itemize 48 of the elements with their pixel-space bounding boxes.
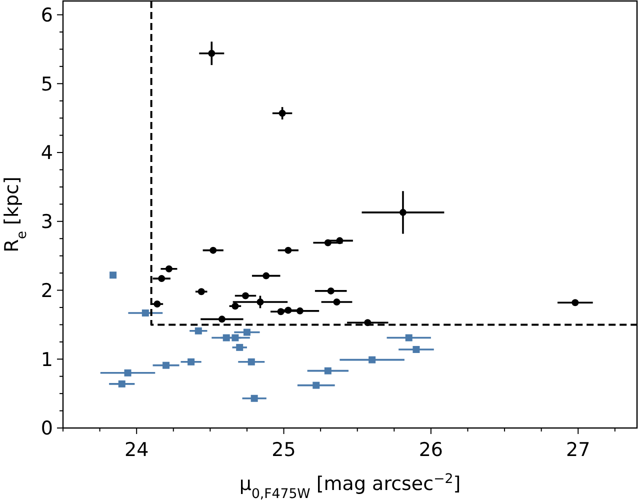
point xyxy=(110,272,117,279)
y-tick-label: 0 xyxy=(40,418,53,440)
y-tick-label: 4 xyxy=(40,142,53,164)
point xyxy=(208,50,216,57)
point xyxy=(232,334,239,342)
point xyxy=(242,292,250,300)
point xyxy=(198,288,205,296)
point xyxy=(188,358,195,366)
point xyxy=(312,382,320,389)
point xyxy=(262,272,270,280)
point xyxy=(368,356,376,364)
x-tick-label: 24 xyxy=(124,439,149,461)
x-tick-label: 25 xyxy=(272,439,296,461)
point xyxy=(399,208,406,216)
x-tick-label: 26 xyxy=(418,439,444,461)
point xyxy=(243,328,250,336)
x-tick-label: 27 xyxy=(566,439,590,461)
point xyxy=(296,307,304,314)
y-tick-label: 5 xyxy=(40,73,53,96)
point xyxy=(572,299,579,306)
point xyxy=(158,275,166,282)
point xyxy=(336,237,344,244)
point xyxy=(236,344,244,351)
point xyxy=(142,309,149,316)
point xyxy=(324,367,332,374)
point xyxy=(194,327,202,334)
point xyxy=(333,298,340,306)
point xyxy=(250,394,258,402)
x-axis-title: μ$_{0,F475W}$ [mag arcsec$^{−2}$] xyxy=(239,472,461,502)
point xyxy=(162,362,170,369)
point xyxy=(210,246,217,254)
point xyxy=(405,334,412,342)
point xyxy=(218,316,226,323)
point xyxy=(256,298,264,306)
point xyxy=(154,300,161,308)
y-tick-label: 2 xyxy=(40,280,53,302)
point xyxy=(248,358,255,366)
y-tick-label: 3 xyxy=(40,211,53,234)
y-tick-label: 1 xyxy=(40,348,53,371)
y-tick-label: 6 xyxy=(40,4,53,26)
point xyxy=(165,265,172,272)
point xyxy=(284,246,292,254)
point xyxy=(412,346,420,353)
point xyxy=(124,369,132,376)
point xyxy=(327,287,334,294)
point xyxy=(278,110,286,117)
point xyxy=(118,380,126,388)
point xyxy=(232,302,239,310)
